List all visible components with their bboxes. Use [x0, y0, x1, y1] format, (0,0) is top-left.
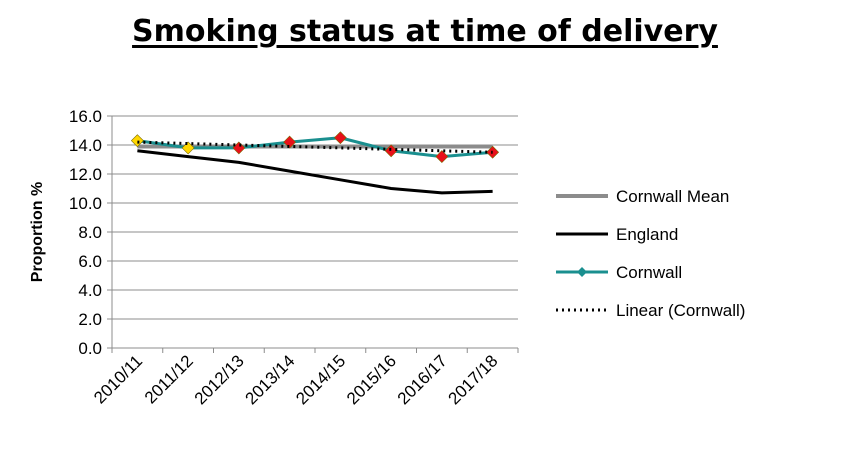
y-axis-title: Proportion %: [29, 182, 46, 282]
series-line-england: [137, 149, 493, 195]
legend-label-england: England: [616, 225, 678, 244]
y-tick-label: 8.0: [78, 223, 102, 242]
legend-marker-cornwall: [577, 267, 587, 277]
data-point-cornwall: [181, 141, 195, 155]
x-tick-label: 2015/16: [343, 351, 400, 408]
y-tick-label: 10.0: [69, 194, 102, 213]
data-point-cornwall: [283, 135, 297, 149]
x-tick-label: 2014/15: [292, 351, 349, 408]
y-tick-label: 14.0: [69, 136, 102, 155]
series-layer: [130, 131, 500, 195]
chart-title: Smoking status at time of delivery: [132, 14, 718, 49]
legend-label-cornwall: Cornwall: [616, 263, 682, 282]
data-point-cornwall: [130, 134, 144, 148]
x-tick-label: 2016/17: [394, 351, 451, 408]
y-tick-label: 4.0: [78, 281, 102, 300]
x-tick-label: 2012/13: [191, 351, 248, 408]
y-tick-label: 2.0: [78, 310, 102, 329]
x-tick-label: 2017/18: [445, 351, 502, 408]
x-tick-label: 2010/11: [90, 351, 146, 407]
legend-label-cornwall-mean: Cornwall Mean: [616, 187, 729, 206]
y-tick-label: 0.0: [78, 339, 102, 358]
series-line-cornwall: [137, 136, 493, 159]
legend: Cornwall Mean England Cornwall Linear (Corn…: [556, 187, 745, 320]
y-tick-label: 12.0: [69, 165, 102, 184]
x-tick-label: 2011/12: [141, 351, 197, 407]
y-tick-label: 6.0: [78, 252, 102, 271]
x-tick-label: 2013/14: [242, 351, 299, 408]
data-point-cornwall: [435, 150, 449, 164]
data-point-cornwall: [333, 131, 347, 145]
y-tick-label: 16.0: [69, 107, 102, 126]
legend-label-linear-cornwall: Linear (Cornwall): [616, 301, 745, 320]
